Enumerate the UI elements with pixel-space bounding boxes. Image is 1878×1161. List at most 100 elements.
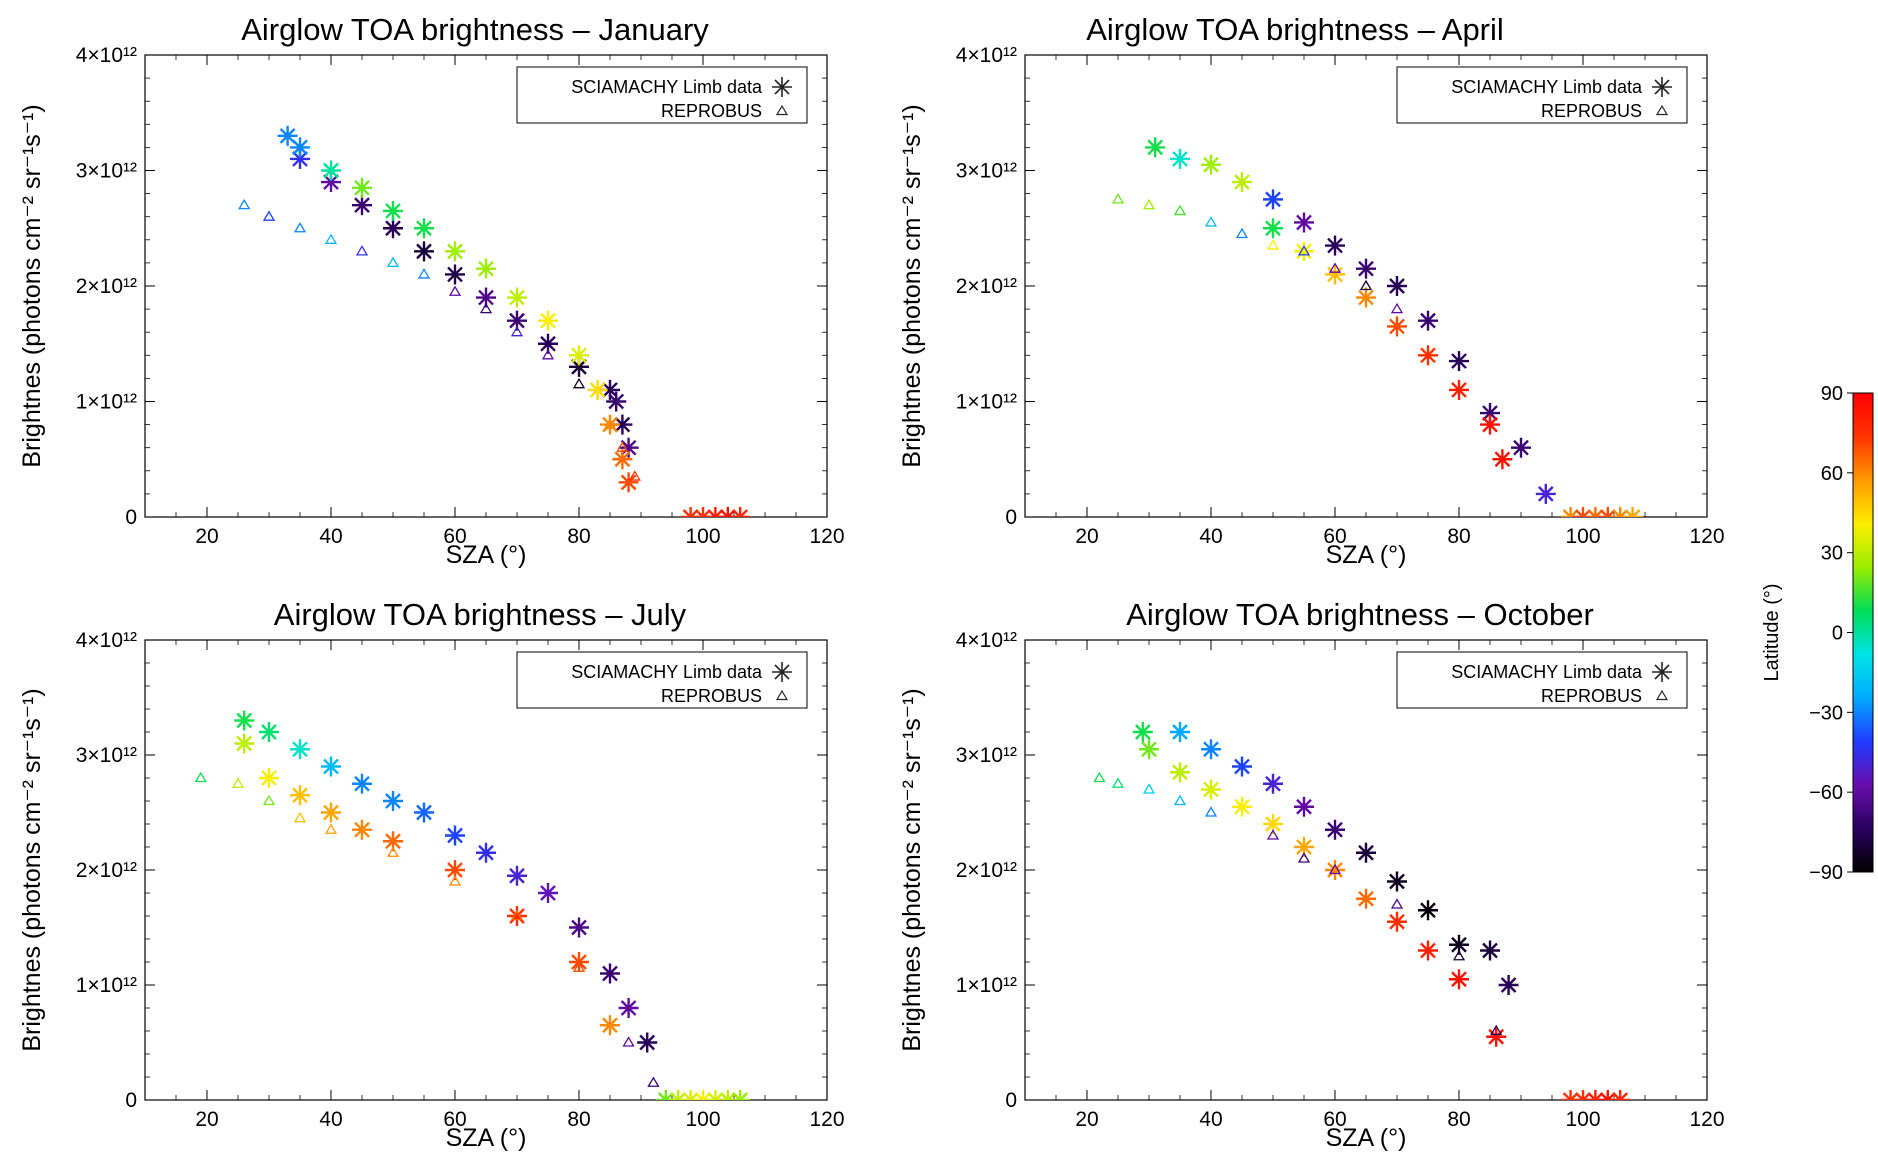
- asterisk-point: [321, 802, 341, 823]
- asterisk-point: [1294, 241, 1314, 262]
- colorbar-gradient: [1852, 392, 1874, 873]
- legend-label: REPROBUS: [1541, 101, 1642, 121]
- colorbar-tick-label: −30: [1809, 702, 1843, 724]
- x-tick-label: 100: [1565, 525, 1600, 548]
- y-tick-label: 0: [1005, 1089, 1017, 1112]
- legend-label: SCIAMACHY Limb data: [1451, 662, 1643, 682]
- triangle-point: [1204, 806, 1218, 817]
- x-axis-label: SZA (°): [446, 1124, 527, 1152]
- x-tick-label: 120: [1689, 1108, 1724, 1131]
- asterisk-point: [445, 825, 465, 846]
- asterisk-point: [1294, 837, 1314, 857]
- sciamachy-series: [1560, 507, 1643, 517]
- legend-triangle-icon: [775, 689, 789, 701]
- asterisk-point: [1560, 1090, 1581, 1100]
- reprobus-series: [1093, 771, 1503, 1036]
- plot-frame: [1024, 54, 1708, 518]
- asterisk-point: [587, 379, 608, 400]
- x-tick-label: 20: [1075, 525, 1098, 548]
- y-tick-label: 3×10¹²: [76, 744, 137, 767]
- asterisk-point: [1535, 483, 1556, 504]
- triangle-point: [1173, 204, 1187, 216]
- triangle-point: [1204, 216, 1218, 227]
- y-axis-label: Brightnes (photons cm⁻² sr⁻¹s⁻¹): [898, 104, 926, 467]
- asterisk-point: [321, 756, 341, 777]
- plot-frame: [144, 639, 828, 1101]
- legend-box: [1396, 66, 1688, 124]
- asterisk-point: [705, 1090, 726, 1100]
- legend-triangle-icon: [775, 104, 789, 116]
- asterisk-point: [290, 148, 310, 169]
- triangle-point: [647, 1076, 660, 1087]
- plot-frame: [1024, 639, 1708, 1101]
- y-tick-label: 2×10¹²: [76, 859, 137, 882]
- triangle-point: [324, 233, 338, 244]
- asterisk-point: [600, 963, 620, 984]
- y-tick-label: 3×10¹²: [956, 744, 1017, 767]
- legend-label: SCIAMACHY Limb data: [1451, 77, 1643, 97]
- sciamachy-series: [1139, 739, 1507, 1047]
- x-axis-label: SZA (°): [446, 541, 527, 569]
- triangle-point: [194, 771, 207, 783]
- chart-title: Airglow TOA brightness – April: [1086, 12, 1504, 47]
- legend-label: REPROBUS: [661, 101, 762, 121]
- asterisk-point: [538, 310, 558, 331]
- asterisk-point: [1325, 819, 1345, 840]
- triangle-point: [479, 302, 493, 314]
- x-tick-label: 120: [809, 525, 844, 548]
- colorbar-tick-label: 60: [1821, 463, 1843, 485]
- triangle-point: [1142, 783, 1156, 794]
- triangle-point: [1359, 279, 1373, 291]
- triangle-point: [1390, 302, 1404, 314]
- x-tick-label: 80: [1447, 1108, 1470, 1131]
- triangle-point: [231, 777, 245, 788]
- asterisk-point: [1597, 507, 1618, 517]
- asterisk-point: [717, 1090, 738, 1100]
- triangle-point: [324, 823, 338, 834]
- data-marks: [194, 710, 751, 1100]
- legend-box: [516, 66, 808, 124]
- sciamachy-series: [618, 998, 658, 1053]
- asterisk-point: [1418, 345, 1438, 366]
- y-tick-label: 1×10¹²: [76, 391, 137, 414]
- asterisk-point: [606, 391, 627, 412]
- x-tick-label: 120: [1689, 525, 1724, 548]
- asterisk-point: [1132, 722, 1153, 742]
- triangle-point: [628, 470, 641, 481]
- asterisk-point: [321, 172, 341, 193]
- asterisk-point: [234, 733, 255, 754]
- asterisk-point: [476, 258, 496, 279]
- asterisk-point: [1573, 1090, 1593, 1100]
- asterisk-point: [1480, 414, 1500, 435]
- asterisk-point: [569, 345, 589, 366]
- chart-panel-1: Airglow TOA brightness – January 20 40 60 80…: [18, 12, 845, 569]
- x-tick-label: 60: [443, 1108, 466, 1131]
- y-axis-label: Brightnes (photons cm⁻² sr⁻¹s⁻¹): [898, 688, 926, 1051]
- legend-box: [516, 651, 808, 709]
- triangle-point: [622, 1036, 635, 1047]
- x-tick-label: 120: [809, 1108, 844, 1131]
- triangle-point: [293, 811, 307, 823]
- asterisk-point: [1597, 1090, 1618, 1100]
- asterisk-point: [445, 241, 465, 262]
- asterisk-point: [507, 865, 527, 886]
- reprobus-series: [238, 198, 641, 481]
- asterisk-point: [414, 802, 434, 823]
- triangle-point: [572, 961, 586, 972]
- legend: SCIAMACHY Limb data REPROBUS: [1396, 651, 1688, 709]
- legend-label: SCIAMACHY Limb data: [571, 662, 763, 682]
- triangle-point: [262, 794, 276, 806]
- asterisk-point: [1610, 1090, 1631, 1100]
- asterisk-point: [352, 773, 372, 794]
- asterisk-point: [1387, 911, 1407, 932]
- triangle-point: [1490, 1024, 1503, 1036]
- asterisk-point: [383, 200, 403, 221]
- data-marks: [1093, 722, 1631, 1100]
- asterisk-point: [1145, 137, 1166, 158]
- colorbar-label: Latitude (°): [1761, 583, 1783, 681]
- triangle-point: [238, 198, 251, 210]
- y-tick-label: 1×10¹²: [76, 974, 137, 997]
- asterisk-point: [1263, 773, 1283, 794]
- asterisk-point: [414, 218, 434, 239]
- triangle-point: [1297, 245, 1311, 256]
